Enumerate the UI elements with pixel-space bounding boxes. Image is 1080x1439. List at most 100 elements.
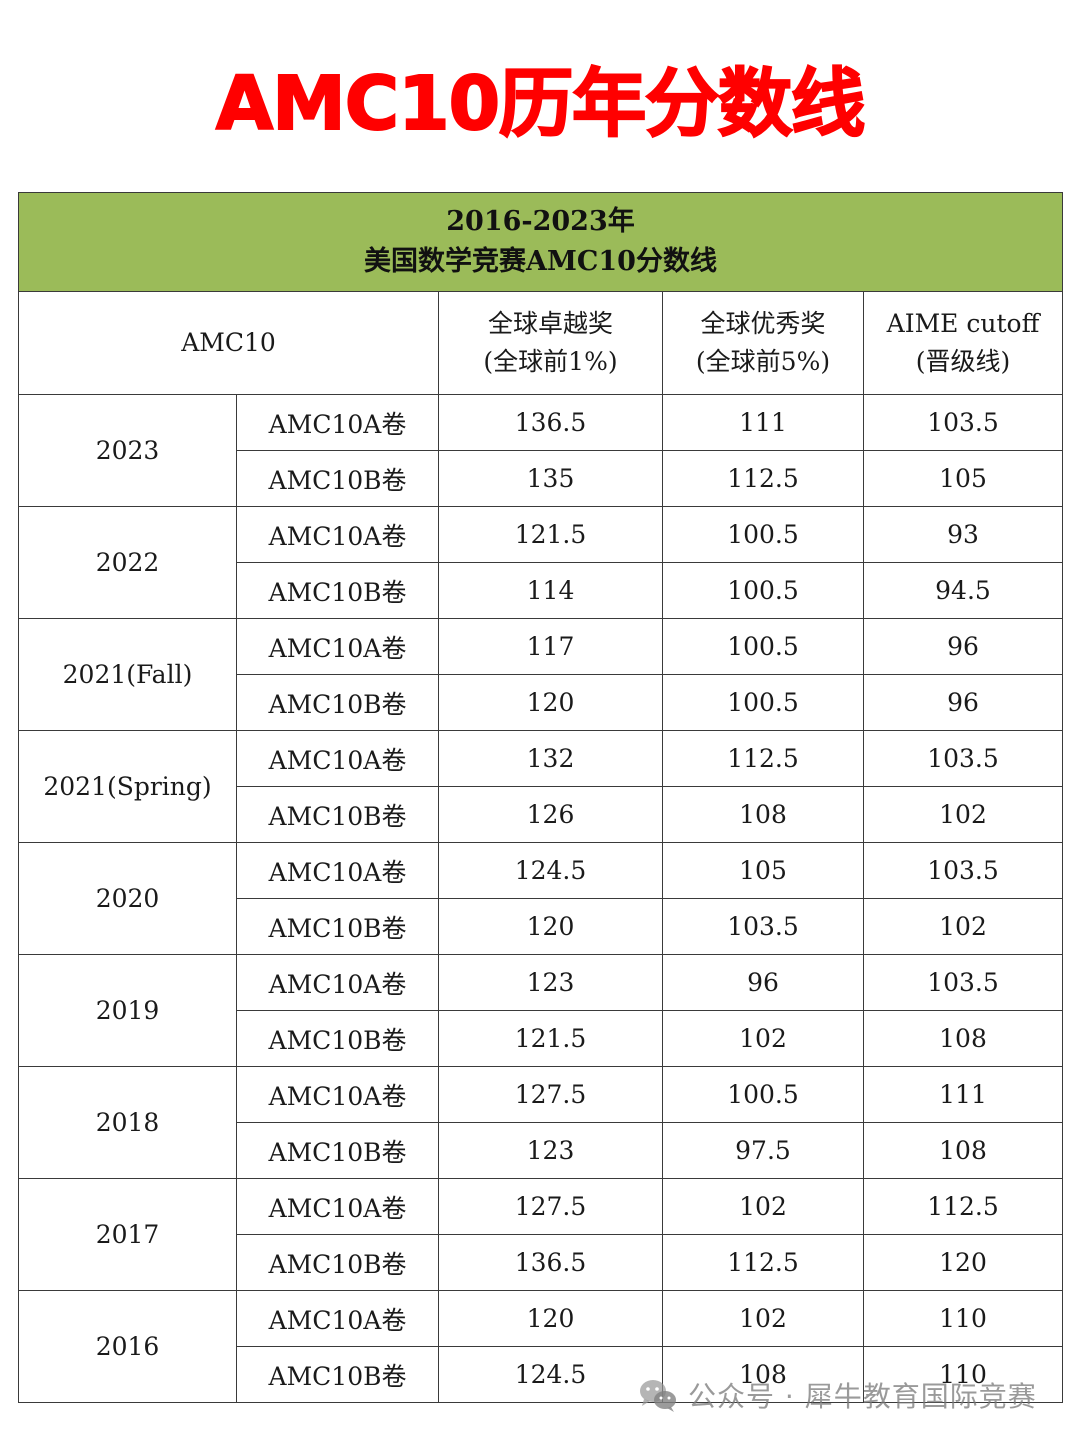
paper-cell: AMC10A卷: [236, 394, 439, 451]
distinction-cell: 136.5: [438, 394, 663, 451]
table-row: AMC10B卷 124.5 108 110: [19, 1346, 1063, 1403]
honor-cell: 100.5: [662, 1066, 864, 1123]
paper-cell: AMC10B卷: [236, 786, 439, 843]
aime-cell: 103.5: [863, 394, 1063, 451]
paper-cell: AMC10A卷: [236, 1066, 439, 1123]
header-distinction-label: 全球卓越奖: [487, 309, 613, 338]
aime-cell: 111: [863, 1066, 1063, 1123]
paper-cell: AMC10B卷: [236, 898, 439, 955]
score-table: 2016-2023年 美国数学竞赛AMC10分数线 AMC10 全球卓越奖 (全…: [18, 192, 1063, 1403]
table-row: 2021(Fall) AMC10A卷 117 100.5 96: [18, 618, 1063, 731]
header-distinction-sub: (全球前1%): [483, 347, 618, 376]
year-cell: 2016: [18, 1290, 237, 1403]
watermark-text: 公众号 · 犀牛教育国际竞赛: [688, 1380, 1037, 1413]
distinction-cell: 124.5: [438, 1346, 663, 1403]
paper-cell: AMC10B卷: [236, 562, 439, 619]
banner-line-2: 美国数学竞赛AMC10分数线: [364, 246, 717, 277]
aime-cell: 110: [863, 1290, 1063, 1347]
watermark: 公众号 · 犀牛教育国际竞赛: [638, 1372, 1037, 1418]
honor-cell: 100.5: [662, 618, 864, 675]
table-row: 2020 AMC10A卷 124.5 105 103.5: [18, 842, 1063, 955]
honor-cell: 102: [662, 1178, 864, 1235]
honor-cell: 100.5: [662, 506, 864, 563]
aime-cell: 110: [863, 1346, 1063, 1403]
distinction-cell: 123: [438, 1122, 663, 1179]
paper-cell: AMC10A卷: [236, 954, 439, 1011]
table-row: 2019 AMC10A卷 123 96 103.5: [18, 954, 1063, 1067]
wechat-icon: [638, 1377, 678, 1413]
distinction-cell: 117: [438, 618, 663, 675]
page-title: AMC10历年分数线: [215, 60, 866, 148]
aime-cell: 103.5: [863, 730, 1063, 787]
table-row: 2022 AMC10A卷 121.5 100.5 93: [18, 506, 1063, 619]
table-row: 2018 AMC10A卷 127.5 100.5 111: [18, 1066, 1063, 1179]
table-row: AMC10B卷 120 100.5 96: [19, 674, 1063, 731]
paper-cell: AMC10A卷: [236, 730, 439, 787]
honor-cell: 105: [662, 842, 864, 899]
table-row: 2023 AMC10A卷 136.5 111 103.5: [18, 394, 1063, 507]
paper-cell: AMC10B卷: [236, 674, 439, 731]
header-aime-label: AIME cutoff: [886, 309, 1040, 338]
honor-cell: 108: [662, 786, 864, 843]
distinction-cell: 120: [438, 674, 663, 731]
aime-cell: 103.5: [863, 954, 1063, 1011]
aime-cell: 108: [863, 1010, 1063, 1067]
paper-cell: AMC10B卷: [236, 1234, 439, 1291]
table-row: AMC10B卷 123 97.5 108: [19, 1122, 1063, 1179]
distinction-cell: 132: [438, 730, 663, 787]
honor-cell: 111: [662, 394, 864, 451]
paper-cell: AMC10B卷: [236, 450, 439, 507]
honor-cell: 112.5: [662, 1234, 864, 1291]
distinction-cell: 127.5: [438, 1066, 663, 1123]
paper-cell: AMC10A卷: [236, 1178, 439, 1235]
table-row: AMC10B卷 121.5 102 108: [19, 1010, 1063, 1067]
paper-cell: AMC10A卷: [236, 506, 439, 563]
header-distinction: 全球卓越奖 (全球前1%): [438, 291, 663, 395]
distinction-cell: 127.5: [438, 1178, 663, 1235]
honor-cell: 112.5: [662, 730, 864, 787]
paper-cell: AMC10B卷: [236, 1010, 439, 1067]
honor-cell: 112.5: [662, 450, 864, 507]
aime-cell: 94.5: [863, 562, 1063, 619]
distinction-cell: 124.5: [438, 842, 663, 899]
table-row: AMC10B卷 114 100.5 94.5: [19, 562, 1063, 619]
distinction-cell: 121.5: [438, 506, 663, 563]
honor-cell: 97.5: [662, 1122, 864, 1179]
score-table-container: 2016-2023年 美国数学竞赛AMC10分数线 AMC10 全球卓越奖 (全…: [18, 192, 1063, 1403]
aime-cell: 102: [863, 786, 1063, 843]
distinction-cell: 136.5: [438, 1234, 663, 1291]
distinction-cell: 135: [438, 450, 663, 507]
honor-cell: 108: [662, 1346, 864, 1403]
paper-cell: AMC10B卷: [236, 1346, 439, 1403]
honor-cell: 103.5: [662, 898, 864, 955]
header-honor: 全球优秀奖 (全球前5%): [662, 291, 864, 395]
year-cell: 2020: [18, 842, 237, 955]
table-banner: 2016-2023年 美国数学竞赛AMC10分数线: [18, 192, 1063, 292]
table-row: AMC10B卷 120 103.5 102: [19, 898, 1063, 955]
aime-cell: 96: [863, 674, 1063, 731]
aime-cell: 108: [863, 1122, 1063, 1179]
distinction-cell: 123: [438, 954, 663, 1011]
honor-cell: 102: [662, 1010, 864, 1067]
table-row: 2021(Spring) AMC10A卷 132 112.5 103.5: [18, 730, 1063, 843]
year-cell: 2021(Fall): [18, 618, 237, 731]
table-row: AMC10B卷 126 108 102: [19, 786, 1063, 843]
year-cell: 2019: [18, 954, 237, 1067]
table-row: 2016 AMC10A卷 120 102 110: [18, 1290, 1063, 1403]
year-cell: 2017: [18, 1178, 237, 1291]
aime-cell: 103.5: [863, 842, 1063, 899]
paper-cell: AMC10A卷: [236, 842, 439, 899]
table-row: 2017 AMC10A卷 127.5 102 112.5: [18, 1178, 1063, 1291]
paper-cell: AMC10A卷: [236, 1290, 439, 1347]
honor-cell: 96: [662, 954, 864, 1011]
distinction-cell: 121.5: [438, 1010, 663, 1067]
header-honor-label: 全球优秀奖: [700, 309, 826, 338]
distinction-cell: 120: [438, 1290, 663, 1347]
distinction-cell: 120: [438, 898, 663, 955]
header-honor-sub: (全球前5%): [695, 347, 831, 376]
aime-cell: 120: [863, 1234, 1063, 1291]
aime-cell: 96: [863, 618, 1063, 675]
paper-cell: AMC10A卷: [236, 618, 439, 675]
banner-line-1: 2016-2023年: [446, 206, 635, 237]
honor-cell: 100.5: [662, 674, 864, 731]
